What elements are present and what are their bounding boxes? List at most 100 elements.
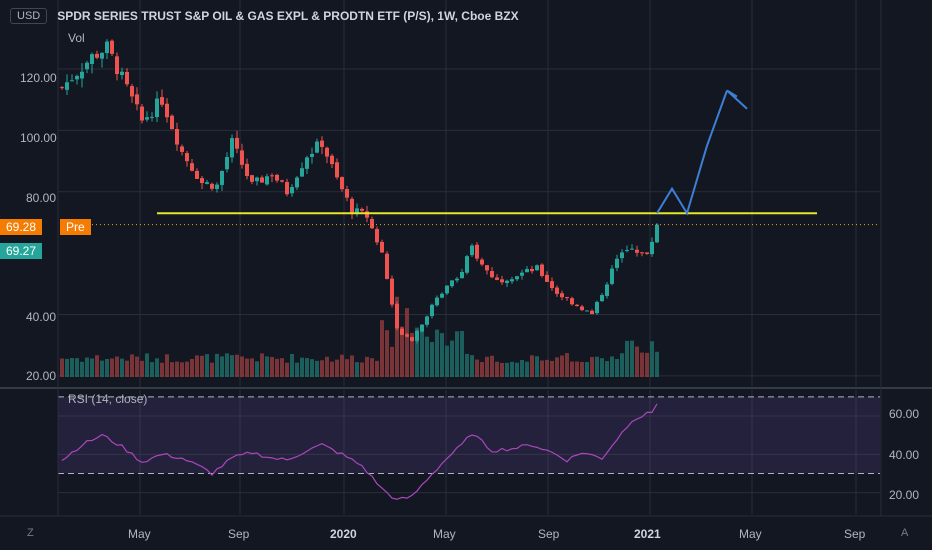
volume-bar bbox=[190, 358, 194, 377]
volume-bar bbox=[250, 358, 254, 377]
volume-bar bbox=[285, 362, 289, 377]
volume-bar bbox=[645, 352, 649, 377]
volume-bar bbox=[515, 362, 519, 377]
candle bbox=[625, 250, 629, 252]
volume-bar bbox=[200, 355, 204, 377]
volume-bar bbox=[105, 358, 109, 377]
volume-bar bbox=[260, 353, 264, 377]
volume-bar bbox=[635, 346, 639, 377]
volume-bar bbox=[215, 353, 219, 377]
volume-bar bbox=[410, 332, 414, 377]
candle bbox=[65, 82, 69, 90]
close-price-tag: 69.27 bbox=[0, 243, 43, 259]
volume-bar bbox=[425, 336, 429, 377]
x-tick-label: May bbox=[433, 527, 456, 541]
candle bbox=[370, 219, 374, 229]
candle bbox=[445, 285, 449, 294]
volume-bar bbox=[585, 362, 589, 377]
x-tick-label: 2020 bbox=[330, 527, 357, 541]
candle bbox=[165, 103, 169, 118]
candle bbox=[575, 304, 579, 307]
volume-bar bbox=[80, 361, 84, 377]
volume-bar bbox=[440, 333, 444, 377]
volume-bar bbox=[300, 357, 304, 377]
candle bbox=[520, 272, 524, 276]
volume-bar bbox=[140, 360, 144, 377]
candle bbox=[190, 163, 194, 171]
volume-bar bbox=[525, 361, 529, 377]
volume-bar bbox=[430, 341, 434, 377]
candle bbox=[235, 137, 239, 149]
candle bbox=[620, 252, 624, 259]
candle bbox=[75, 75, 79, 80]
volume-bar bbox=[640, 352, 644, 377]
x-tick-label: May bbox=[739, 527, 762, 541]
drawings bbox=[60, 89, 880, 226]
volume-bar bbox=[170, 362, 174, 377]
candle bbox=[605, 284, 609, 296]
candle bbox=[255, 177, 259, 182]
volume-bar bbox=[395, 296, 399, 377]
candle bbox=[160, 97, 164, 105]
candle bbox=[545, 274, 549, 282]
volume-bar bbox=[560, 355, 564, 377]
candle bbox=[210, 183, 214, 189]
currency-badge[interactable]: USD bbox=[10, 8, 48, 24]
volume-bar bbox=[545, 359, 549, 377]
candle bbox=[580, 306, 584, 311]
candle bbox=[535, 265, 539, 271]
candle bbox=[585, 310, 589, 312]
candle bbox=[195, 170, 199, 179]
pane-dividers bbox=[0, 0, 932, 517]
volume-bar bbox=[295, 362, 299, 377]
candle bbox=[510, 279, 514, 282]
volume-bar bbox=[530, 355, 534, 377]
candle bbox=[390, 278, 394, 305]
volume-bar bbox=[350, 355, 354, 377]
volume-bar bbox=[335, 359, 339, 377]
volume-bars bbox=[60, 296, 659, 377]
candle bbox=[290, 187, 294, 194]
volume-bar bbox=[465, 353, 469, 377]
candle bbox=[115, 56, 119, 75]
candle bbox=[340, 177, 344, 190]
auto-scale-button[interactable]: A bbox=[901, 527, 909, 539]
candle bbox=[70, 80, 74, 82]
candle bbox=[405, 334, 409, 337]
candle bbox=[380, 241, 384, 253]
volume-bar bbox=[235, 354, 239, 377]
volume-bar bbox=[520, 359, 524, 377]
volume-bar bbox=[615, 359, 619, 377]
candle bbox=[515, 276, 519, 280]
candle bbox=[300, 168, 304, 177]
candle bbox=[450, 280, 454, 287]
volume-bar bbox=[445, 345, 449, 377]
volume-bar bbox=[160, 362, 164, 377]
volume-bar bbox=[180, 362, 184, 377]
volume-bar bbox=[610, 356, 614, 377]
volume-bar bbox=[595, 356, 599, 377]
timezone-toggle-button[interactable]: Z bbox=[27, 527, 34, 539]
symbol-title[interactable]: SPDR SERIES TRUST S&P OIL & GAS EXPL & P… bbox=[57, 9, 519, 23]
volume-label[interactable]: Vol bbox=[68, 31, 85, 45]
candle bbox=[475, 244, 479, 259]
candle bbox=[315, 141, 319, 153]
candle bbox=[570, 298, 574, 305]
candle bbox=[200, 178, 204, 184]
candle bbox=[130, 86, 134, 97]
volume-bar bbox=[505, 362, 509, 377]
volume-bar bbox=[435, 329, 439, 377]
volume-bar bbox=[125, 360, 129, 377]
candle bbox=[395, 303, 399, 329]
volume-bar bbox=[205, 354, 209, 377]
volume-bar bbox=[225, 353, 229, 377]
rsi-pane bbox=[58, 396, 880, 500]
volume-bar bbox=[485, 356, 489, 377]
pre-market-tag: Pre bbox=[60, 219, 91, 235]
x-tick-label: 2021 bbox=[634, 527, 661, 541]
rsi-label[interactable]: RSI (14, close) bbox=[68, 392, 148, 406]
volume-bar bbox=[620, 353, 624, 377]
volume-bar bbox=[135, 356, 139, 377]
candle bbox=[230, 138, 234, 158]
candle bbox=[410, 337, 414, 341]
